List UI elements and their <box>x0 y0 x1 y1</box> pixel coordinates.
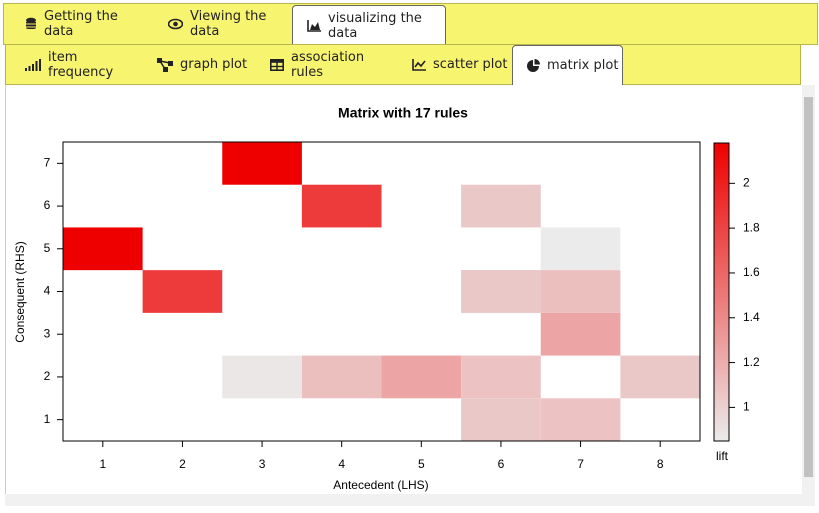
tab-label: graph plot <box>180 57 248 72</box>
icon <box>25 58 41 71</box>
colorbar <box>713 142 730 442</box>
colorbar-tick-label: 1.2 <box>743 355 760 369</box>
icon <box>412 58 426 71</box>
tab[interactable]: graph plot <box>143 45 248 84</box>
tab[interactable]: Viewing the data <box>154 4 294 44</box>
heat-cell <box>222 355 302 399</box>
heat-cell <box>222 142 302 185</box>
sub-tabbar: item frequency graph plot association ru… <box>5 44 801 85</box>
icon <box>527 59 540 72</box>
y-axis-label: Consequent (RHS) <box>13 241 27 342</box>
y-tick-label: 7 <box>44 156 51 170</box>
icon <box>157 57 173 72</box>
heat-cell <box>381 355 462 399</box>
icon <box>26 17 36 29</box>
heat-cell <box>461 270 541 313</box>
horizontal-scrollbar[interactable] <box>5 494 815 506</box>
heat-cell <box>540 312 621 356</box>
content-panel <box>5 85 803 494</box>
x-tick-label: 2 <box>179 457 186 471</box>
tab-label: item frequency <box>48 49 114 80</box>
x-tick-label: 5 <box>418 457 425 471</box>
y-tick-label: 2 <box>44 369 51 383</box>
colorbar-tick-label: 1.4 <box>743 310 760 324</box>
colorbar-label: lift <box>716 449 729 463</box>
colorbar-tick-label: 1 <box>743 400 750 414</box>
heat-cell <box>301 184 382 228</box>
heat-cell <box>540 227 621 271</box>
heat-cell <box>63 227 143 271</box>
y-tick-label: 4 <box>44 284 51 298</box>
tab-label: matrix plot <box>547 58 619 73</box>
heat-cell <box>301 355 382 399</box>
tab-label: Getting the data <box>44 9 118 39</box>
icon <box>168 18 183 30</box>
heat-cell <box>142 270 223 313</box>
y-tick-label: 6 <box>44 198 51 212</box>
heat-cell <box>461 184 541 228</box>
heat-cell <box>461 398 541 441</box>
y-tick-label: 5 <box>44 241 51 255</box>
tab-label: Viewing the data <box>190 9 267 39</box>
colorbar-tick-label: 1.6 <box>743 265 760 279</box>
x-tick-label: 6 <box>498 457 505 471</box>
tab[interactable]: association rules <box>256 45 396 84</box>
tab-label: visualizing the data <box>328 11 422 41</box>
main-tabbar: Getting the data Viewing the data visual… <box>3 3 818 46</box>
x-tick-label: 4 <box>338 457 345 471</box>
tab-label: association rules <box>291 49 365 80</box>
icon <box>270 58 284 71</box>
x-tick-label: 8 <box>657 457 664 471</box>
tab[interactable]: scatter plot <box>398 45 508 84</box>
tab[interactable]: Getting the data <box>11 4 151 44</box>
vertical-scrollbar[interactable] <box>802 85 815 494</box>
heat-cell <box>620 355 700 399</box>
colorbar-tick-label: 1.8 <box>743 220 760 234</box>
x-tick-label: 7 <box>577 457 584 471</box>
tab[interactable]: item frequency <box>11 45 136 84</box>
x-axis-label: Antecedent (LHS) <box>333 478 428 492</box>
scroll-thumb[interactable] <box>804 97 813 477</box>
tab-label: scatter plot <box>433 57 508 72</box>
heat-cell <box>461 355 541 399</box>
colorbar-tick-label: 2 <box>743 176 750 190</box>
tab-active[interactable]: matrix plot <box>512 45 623 85</box>
chart-title: Matrix with 17 rules <box>338 105 468 121</box>
y-tick-label: 3 <box>44 326 51 340</box>
x-tick-label: 1 <box>99 457 106 471</box>
heat-cell <box>540 270 621 313</box>
tab-active[interactable]: visualizing the data <box>292 5 446 46</box>
x-tick-label: 3 <box>259 457 266 471</box>
heat-cell <box>540 398 621 441</box>
icon <box>307 20 321 32</box>
y-tick-label: 1 <box>44 412 51 426</box>
